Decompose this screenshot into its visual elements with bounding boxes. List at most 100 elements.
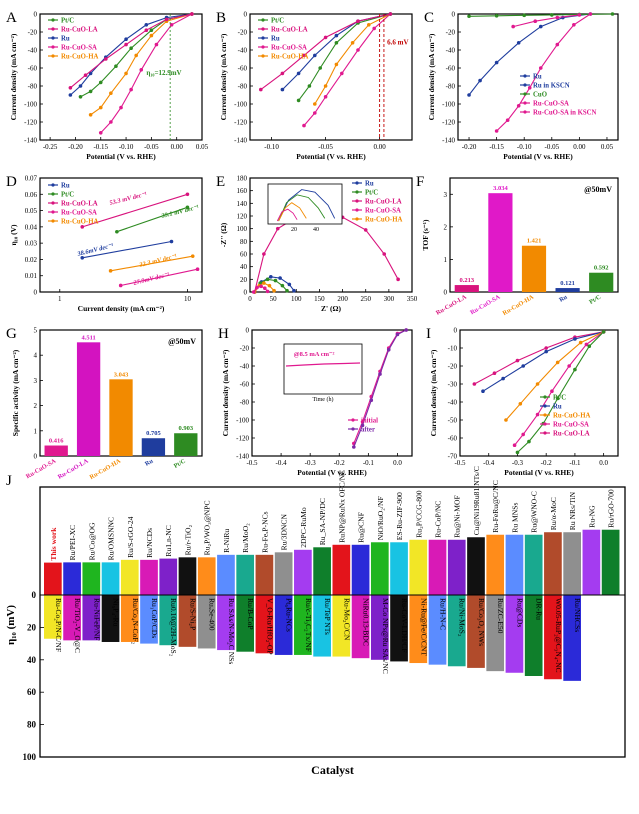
bar-R-NiRu [217,554,235,595]
bar-category-label: Pt₆Ru-NCs [285,598,294,632]
y-axis-label: Current density (mA cm⁻²) [427,33,436,120]
x-tick-label: -0.10 [517,143,532,151]
y-tick-label: -20 [240,345,250,353]
y-tick-label: -60 [446,65,456,73]
data-point [318,66,323,70]
bar-category-label: Ru MNSs [510,503,519,533]
data-point [515,358,520,363]
data-point [255,285,259,290]
y-tick-label: 0 [34,11,38,19]
data-point [555,15,560,20]
data-point [555,360,560,365]
y-tick-label: -140 [442,137,455,145]
data-point [98,80,103,85]
y-tick-label: -140 [24,137,37,145]
legend-marker [261,45,265,49]
bar-category-label: Ru@Ni-MOF [453,495,462,537]
tafel-slope-label: 32.3 mV dec⁻¹ [138,253,178,269]
data-point [280,71,285,76]
data-point [572,23,576,27]
legend-marker [51,18,55,22]
x-tick-label: -0.15 [93,143,108,151]
bar-DR-Ru [524,595,543,676]
series-line-Pt/C [116,206,188,233]
bar-Pt/C [589,272,614,292]
x-tick-label: 0.05 [196,143,209,151]
bar-category-label: Ru-CuO-SA [25,457,58,480]
legend-entry: Ru in KSCN [533,83,570,90]
panel-letter-B: B [216,10,226,26]
data-point [134,53,138,58]
onset-annotation: 6.6 mV [387,39,408,47]
series-line-Ru-CuO-LA [260,13,391,91]
chart-panel-D: 1 10 0 0.01 0.02 0.03 0.04 0.05 0.06 0.07 Current … [9,175,203,313]
bar-Ru-Mo₂C/CN [332,595,351,657]
bar-category-label: V_O-Ru/HfO₂-OP [265,598,274,655]
bar-category-label: Ru-CuO-HA [89,457,123,481]
data-point [334,41,339,45]
panel-letter-J: J [6,473,12,489]
bar-Ru/3DNCN [274,552,293,595]
bar-V_O-Ru/HfO₂-OP [255,595,274,654]
plot-frame [249,13,413,141]
data-point [263,286,267,291]
y-tick-label: 180 [237,175,248,183]
data-point [285,288,289,293]
data-point [555,396,560,401]
data-point [334,33,339,38]
bar-category-label: Ru SAs/N-Mo₂C NSs [227,598,236,664]
data-point [88,113,93,117]
bar-category-label: RuₓSe-400 [208,598,217,631]
x-tick-label: 200 [337,295,348,303]
bar-Ru/TiO₂-V_O@C [63,595,81,641]
series-line-Ru-CuO-SA [303,13,391,126]
x-axis-label: Potential (V vs. RHE) [504,468,574,477]
data-point [296,71,301,76]
data-point [275,226,280,231]
data-point [269,275,273,279]
legend-entry: Ru-CuO-SA in KSCN [533,110,597,117]
bar-Ru-NiFeP/NF [82,595,101,641]
x-axis-label: Potential (V vs. RHE) [297,468,367,477]
data-point [78,84,83,88]
y-tick-label: -40 [28,47,38,55]
panel-letter-H: H [218,326,229,342]
bar-value-label: 0.592 [594,265,609,272]
x-axis-label: Potential (V vs. RHE) [86,152,156,161]
data-point [601,330,606,334]
legend-marker [523,110,527,114]
bar-Ni₅P₄-Ru [101,595,120,642]
bar-category-label: Ru₂P/CCG-800 [414,490,423,538]
y-tick-label: -80 [446,83,456,91]
data-point [302,53,306,58]
y-tick-label: 4 [34,352,38,360]
bar-Ru/Co₄N-CoF₂ [120,595,139,642]
legend-entry: Ru-CuO-HA [553,413,590,420]
x-tick-label: -0.5 [246,459,258,467]
y-tick-label: 100 [23,752,37,762]
bar-Ru/Co₃O₄ NWs [467,595,485,668]
data-point [515,450,520,455]
data-point [516,41,521,45]
y-tick-label: -10 [448,345,458,353]
x-tick-label: 300 [384,295,395,303]
y-tick-label: -20 [238,29,248,37]
legend-entry: Ru-CuO-HA [271,54,308,61]
x-tick-label: -0.4 [276,459,288,467]
legend-marker [351,427,355,431]
y-tick-label: -40 [448,399,458,407]
data-point [262,252,266,256]
data-point [292,288,296,293]
panel-letter-D: D [6,174,17,190]
data-point [404,328,408,332]
x-tick-label: -0.2 [541,459,553,467]
bar-category-label: RuNP@RuNx OFC/NC [337,470,346,543]
bar-category-label: 2DPC-RuMo [299,507,308,548]
data-point [340,71,344,76]
bar-Ru/S-Ni₂P [178,595,197,647]
bar-Ru/Co@OG [82,562,101,595]
data-point [352,445,356,449]
y-tick-label: -20 [28,29,38,37]
bar-category-label: NiRu0.13-BDC [362,598,371,646]
